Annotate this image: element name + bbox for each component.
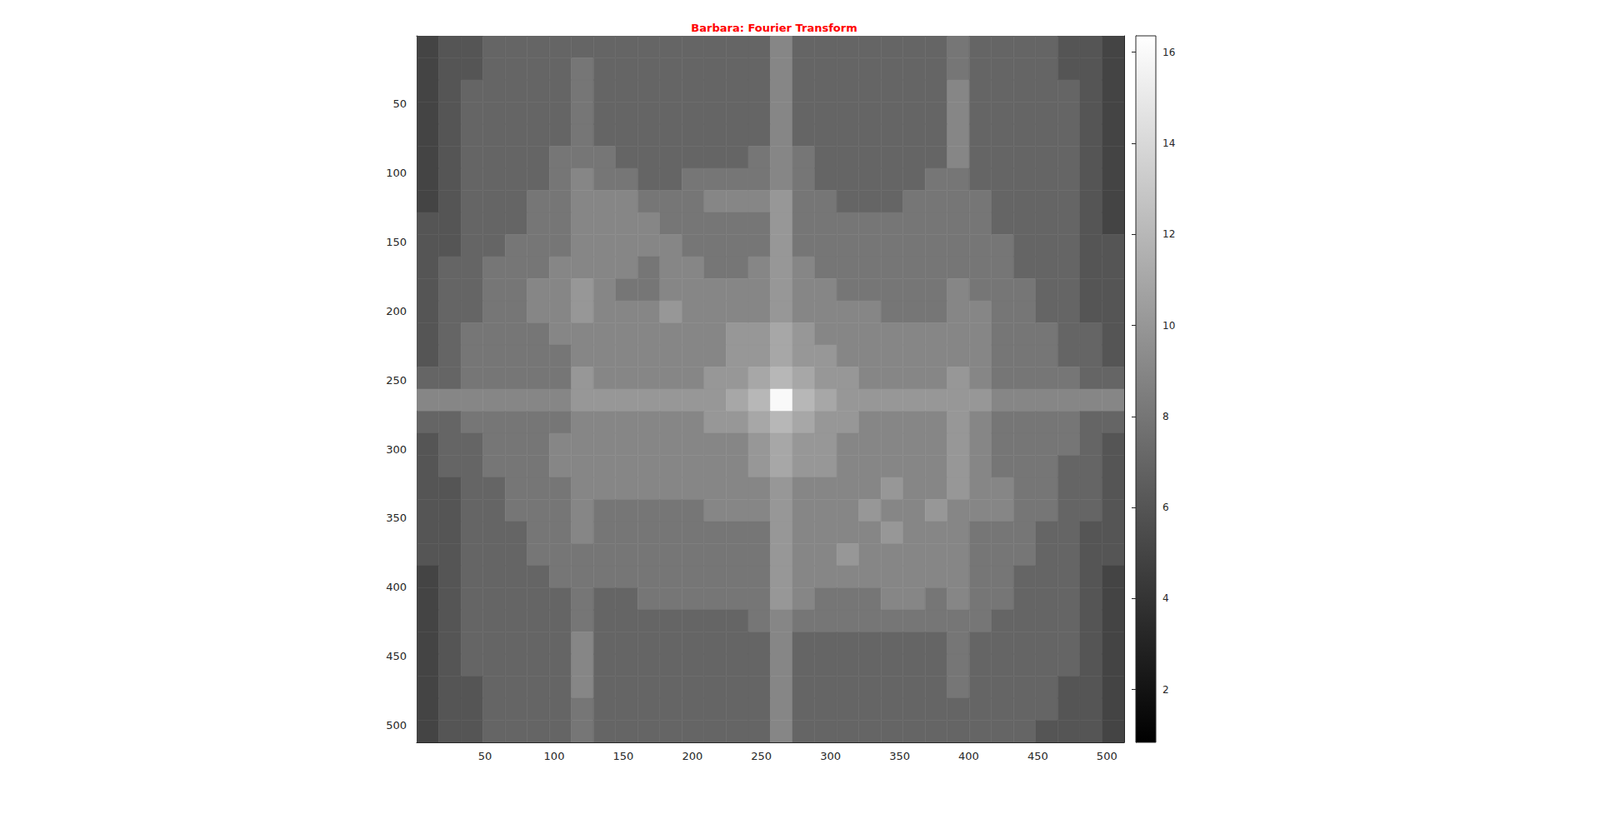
svg-text:12: 12 [1162,228,1175,240]
svg-text:350: 350 [889,750,910,763]
svg-text:50: 50 [392,97,407,110]
svg-text:300: 300 [385,443,407,456]
svg-text:400: 400 [958,750,980,763]
svg-text:Barbara: Fourier Transform: Barbara: Fourier Transform [690,21,857,35]
svg-text:500: 500 [385,719,407,732]
svg-text:10: 10 [1162,320,1175,332]
svg-text:450: 450 [1027,750,1049,763]
svg-text:8: 8 [1162,410,1170,423]
svg-text:150: 150 [385,235,407,249]
svg-text:6: 6 [1162,501,1170,514]
svg-text:14: 14 [1162,137,1175,150]
svg-text:100: 100 [385,166,407,180]
svg-text:300: 300 [820,750,841,763]
svg-text:16: 16 [1162,46,1175,59]
svg-text:200: 200 [681,750,703,763]
svg-text:50: 50 [478,750,493,763]
svg-text:200: 200 [385,305,407,318]
svg-text:4: 4 [1162,592,1170,605]
svg-text:150: 150 [612,750,634,763]
svg-text:250: 250 [385,374,407,387]
svg-text:450: 450 [385,650,407,663]
svg-text:250: 250 [750,750,772,763]
svg-text:500: 500 [1096,750,1118,763]
svg-text:100: 100 [544,750,565,763]
svg-text:2: 2 [1162,684,1170,696]
svg-text:350: 350 [385,511,407,525]
svg-text:400: 400 [385,580,407,594]
